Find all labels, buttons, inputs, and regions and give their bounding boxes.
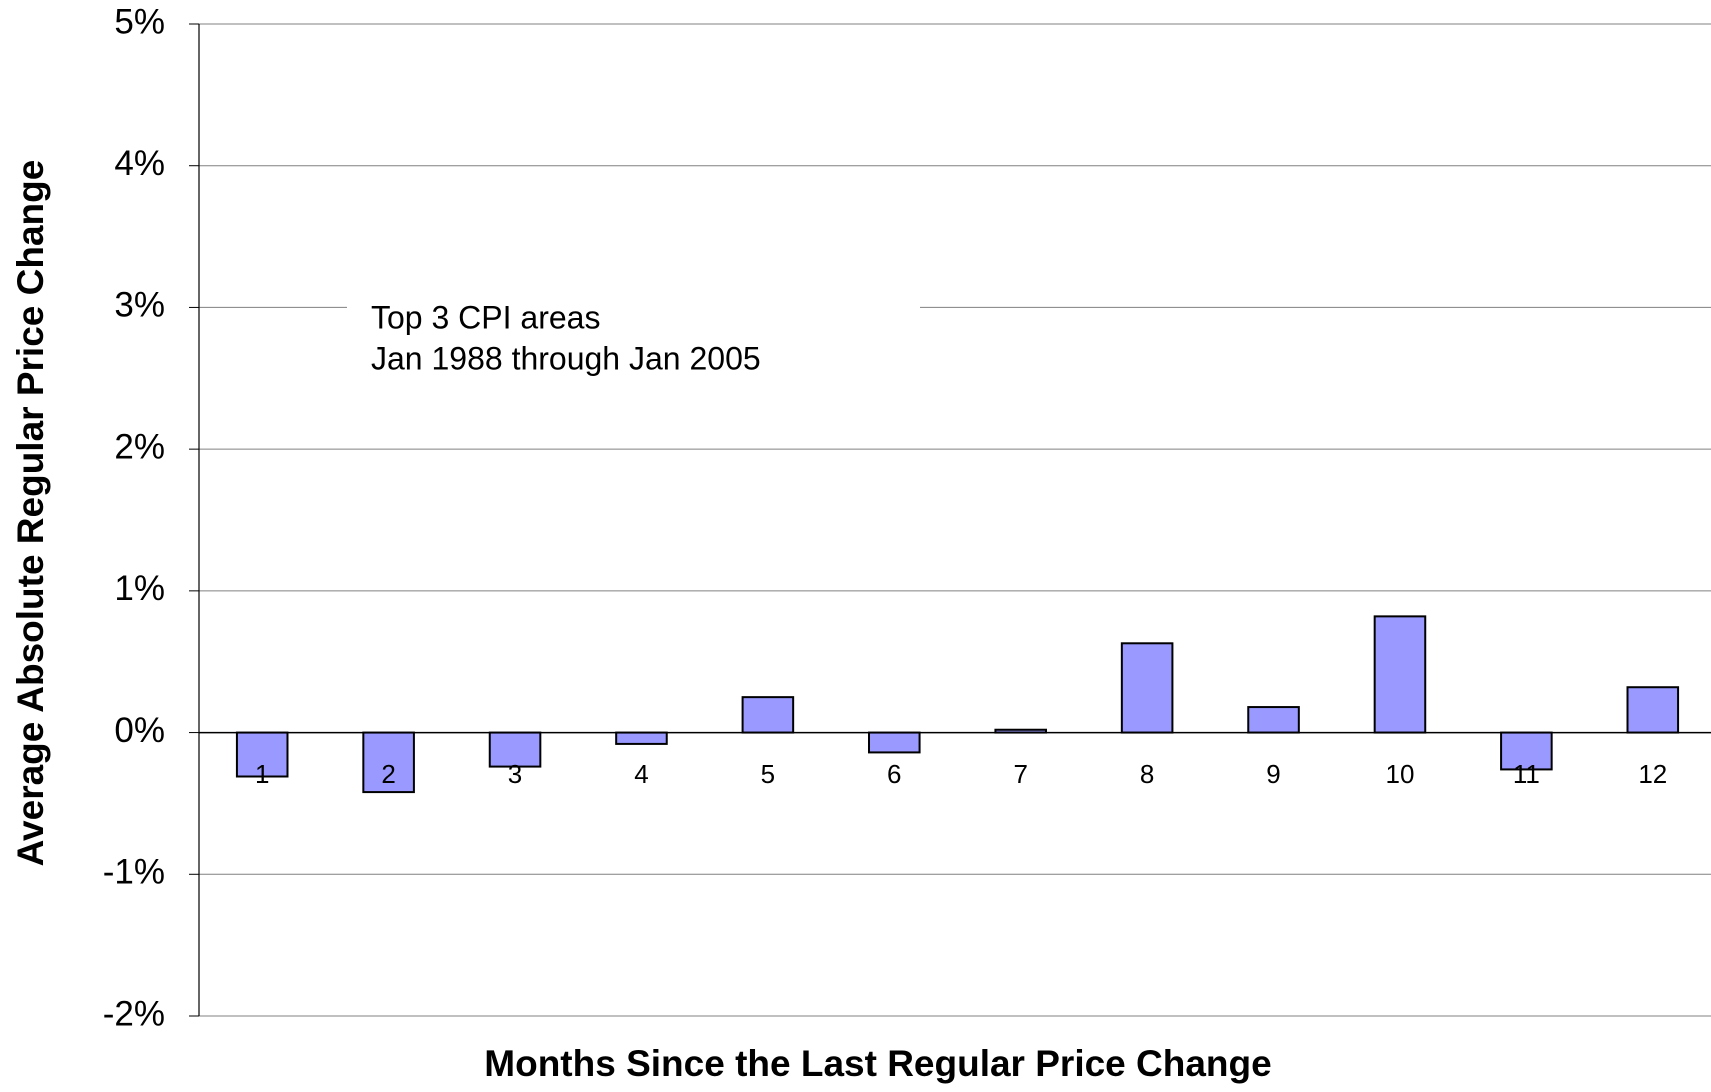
bar [1120,642,1174,734]
annotation: Jan 1988 through Jan 2005 [371,340,761,376]
y-tick-label: 2% [114,427,165,466]
x-tick-label: 11 [1513,759,1540,789]
x-tick-label: 6 [887,759,901,789]
bar [615,731,668,745]
y-tick-label: 1% [114,569,165,608]
x-tick-label: 10 [1385,759,1414,789]
bar [741,696,795,734]
x-tick-label: 3 [508,759,522,789]
bar [1247,706,1300,734]
y-axis-title: Average Absolute Regular Price Change [10,160,51,867]
x-tick-label: 4 [634,759,648,789]
x-tick-label: 8 [1140,759,1154,789]
y-tick-label: 4% [114,144,165,183]
annotation-box [347,292,920,384]
bar [362,731,415,794]
x-tick-label: 5 [761,759,775,789]
x-tick-label: 7 [1013,759,1027,789]
y-tick-label: -1% [103,853,165,892]
y-tick-label: -2% [103,994,165,1033]
bar [235,731,289,778]
y-tick-label: 3% [114,286,165,325]
x-tick-label: 2 [381,759,395,789]
bar [868,731,921,754]
bar [1500,731,1553,771]
bar [1626,686,1680,734]
annotation: Top 3 CPI areas [371,299,600,335]
y-tick-label: 5% [114,2,165,41]
y-tick-label: 0% [114,711,165,750]
bar [1373,615,1427,734]
x-tick-label: 1 [255,759,269,789]
x-tick-label: 12 [1638,759,1667,789]
x-axis-title: Months Since the Last Regular Price Chan… [484,1043,1271,1084]
x-tick-label: 9 [1266,759,1280,789]
